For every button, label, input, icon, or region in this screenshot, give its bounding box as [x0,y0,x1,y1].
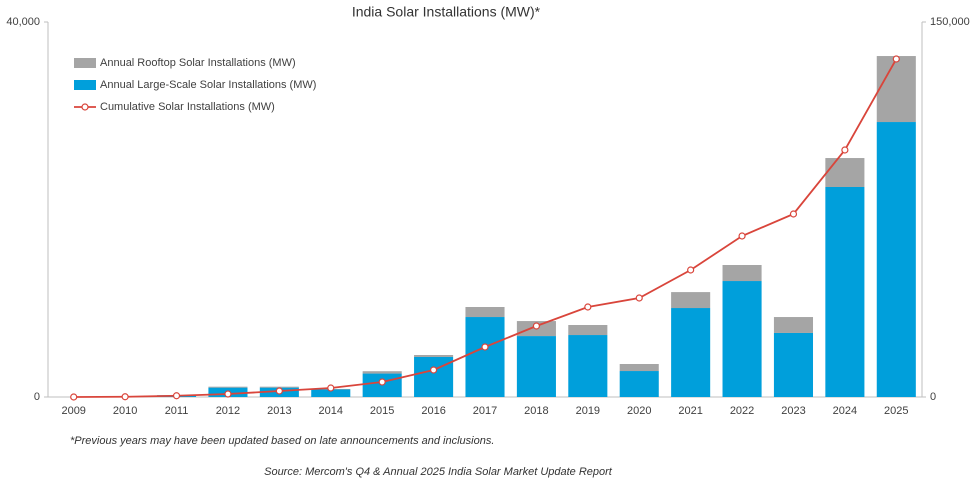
x-tick-label: 2024 [833,405,857,417]
bar [671,292,711,309]
bar [568,335,608,397]
bar [773,332,814,397]
x-tick-label: 2022 [730,405,754,417]
bar [465,307,505,318]
line-point [892,55,900,63]
y-tick-label: 0 [34,391,40,403]
y-tick-label: 40,000 [6,16,40,28]
x-tick-label: 2016 [421,405,445,417]
line-point [275,387,283,395]
line-point [429,366,438,374]
legend-label: Annual Rooftop Solar Installations (MW) [100,57,296,69]
bar [568,325,608,336]
bar [208,386,248,388]
bar [876,56,916,123]
bar [259,386,299,388]
x-tick-label: 2021 [678,405,702,417]
legend-swatch [74,80,96,90]
x-tick-label: 2025 [884,405,908,417]
y2-tick-label: 150,000 [930,16,970,28]
legend-label: Annual Large-Scale Solar Installations (… [100,79,316,91]
bar [465,317,505,397]
bar [362,371,402,374]
bar [825,187,865,397]
x-tick-label: 2023 [781,405,805,417]
legend-label: Cumulative Solar Installations (MW) [100,101,275,113]
bar [619,364,659,372]
line-point [635,294,643,302]
chart-title: India Solar Installations (MW)* [352,4,541,20]
x-tick-label: 2019 [576,405,600,417]
x-tick-label: 2014 [319,405,343,417]
x-tick-label: 2020 [627,405,651,417]
legend-swatch [74,58,96,68]
line-point [224,390,232,398]
y2-tick-label: 0 [930,391,936,403]
bar [722,281,762,397]
x-tick-label: 2010 [113,405,137,417]
bar [311,389,351,397]
line-point [789,210,798,218]
x-tick-label: 2009 [61,405,85,417]
line-point [172,392,181,400]
source: Source: Mercom's Q4 & Annual 2025 India … [264,466,613,478]
line-point [481,343,489,351]
line-point [532,322,541,330]
line-point [121,393,129,401]
line-point [687,266,695,274]
line-point [327,384,335,392]
bar [414,355,454,357]
bar [671,308,711,397]
footnote: *Previous years may have been updated ba… [70,435,494,447]
bar [773,317,814,333]
bar [619,371,659,397]
bar [876,122,916,397]
x-tick-label: 2015 [370,405,394,417]
line-point [841,146,849,154]
x-tick-label: 2013 [267,405,291,417]
bar [825,158,865,187]
line-point [378,378,386,386]
bar [516,336,556,397]
x-tick-label: 2017 [473,405,497,417]
x-tick-label: 2018 [524,405,548,417]
x-tick-label: 2012 [216,405,240,417]
line-point [738,232,746,240]
bar [722,265,762,282]
legend-swatch [81,103,89,111]
x-tick-label: 2011 [165,405,189,417]
line-point [584,303,592,311]
line-point [70,393,78,401]
